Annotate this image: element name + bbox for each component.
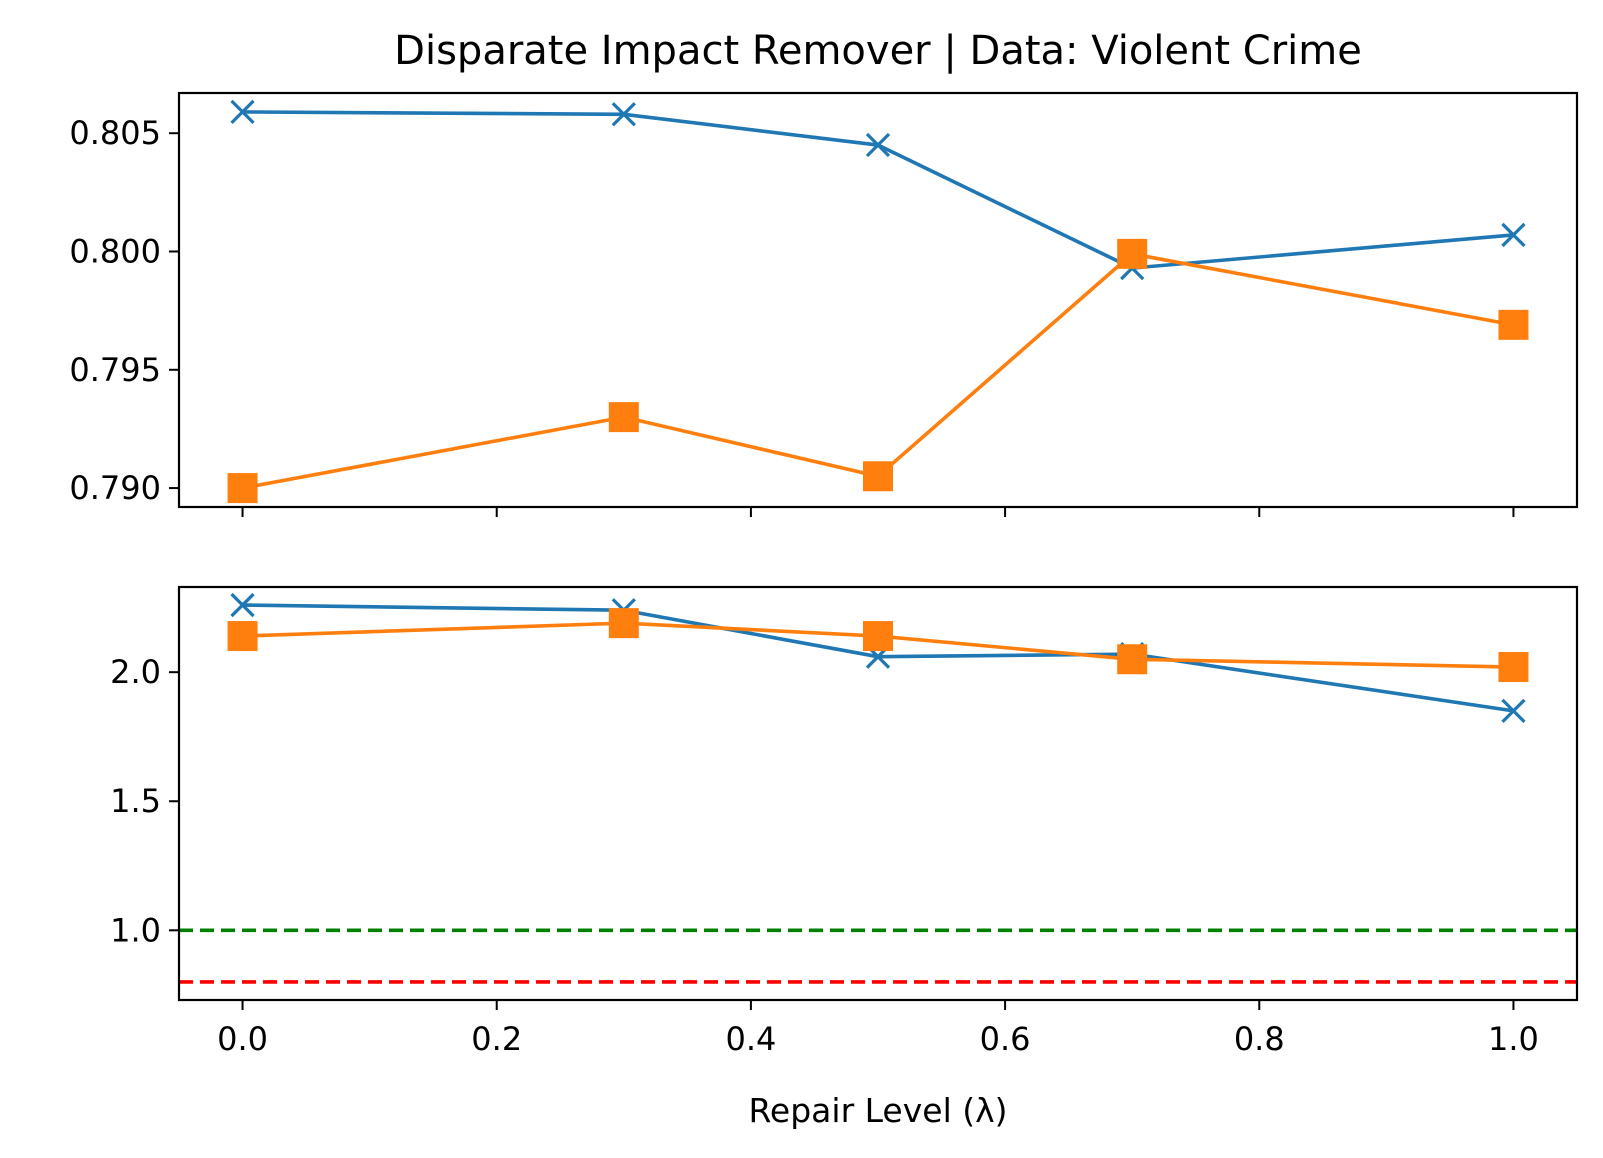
plot-area-1 <box>179 603 1577 984</box>
panel-0: 0.790 0.795 0.800 0.805 <box>69 91 1579 517</box>
axis-frame-1 <box>177 585 1579 1002</box>
x-tick-label-4: 0.8 <box>1234 1020 1285 1058</box>
plot-area-0 <box>240 110 1516 490</box>
data-point-0-0-2 <box>865 132 891 158</box>
data-point-1-0-4 <box>1501 698 1526 724</box>
chart-title: Disparate Impact Remover | Data: Violent… <box>394 28 1362 74</box>
data-point-1-1-1 <box>608 608 639 639</box>
data-point-1-1-0 <box>227 621 258 652</box>
data-point-0-1-0 <box>227 473 258 504</box>
data-point-0-0-0 <box>230 99 255 125</box>
y-tick-label-0-3: 0.805 <box>69 114 161 152</box>
y-tick-label-1-2: 2.0 <box>110 653 161 691</box>
y-tick-label-0-1: 0.795 <box>69 351 161 389</box>
data-point-0-1-2 <box>863 461 893 492</box>
data-point-1-1-4 <box>1498 652 1529 683</box>
data-point-1-1-3 <box>1117 644 1148 675</box>
x-tick-label-2: 0.4 <box>725 1020 776 1058</box>
panel-1: 1.0 1.5 2.0 0.0 0.2 0.4 0.6 0.8 1.0 <box>110 585 1579 1058</box>
data-point-0-1-4 <box>1498 309 1529 340</box>
series-line-0-0 <box>240 110 1516 270</box>
panels: 0.790 0.795 0.800 0.805 1.0 1.5 2.0 0.0 0.2 0.4 0.… <box>69 91 1579 1058</box>
data-point-0-0-4 <box>1501 222 1526 248</box>
data-point-0-1-3 <box>1117 238 1148 269</box>
x-axis-label: Repair Level (λ) <box>748 1091 1007 1130</box>
data-point-0-0-1 <box>611 102 636 127</box>
x-tick-label-1: 0.2 <box>471 1020 522 1058</box>
y-tick-label-1-0: 1.0 <box>110 911 161 949</box>
y-tick-label-0-2: 0.800 <box>69 233 161 271</box>
y-tick-label-1-1: 1.5 <box>110 782 161 820</box>
y-tick-label-0-0: 0.790 <box>69 469 161 507</box>
data-point-1-1-2 <box>863 621 893 652</box>
data-point-0-1-1 <box>608 402 639 433</box>
data-point-1-0-0 <box>230 592 255 618</box>
x-tick-label-0: 0.0 <box>217 1020 268 1058</box>
x-tick-label-5: 1.0 <box>1488 1020 1539 1058</box>
series-line-0-1 <box>240 252 1516 490</box>
x-tick-label-3: 0.6 <box>980 1020 1031 1058</box>
axis-frame-0 <box>177 91 1579 509</box>
